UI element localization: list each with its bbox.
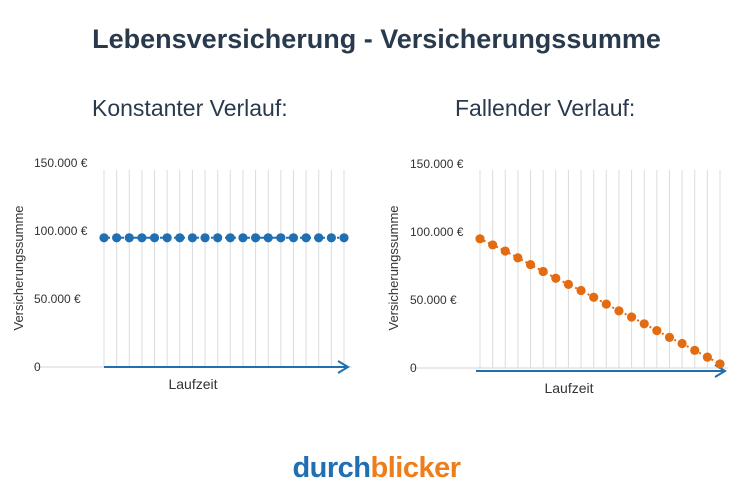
right-data-point xyxy=(639,319,649,329)
chart-title-falling: Fallender Verlauf: xyxy=(455,95,636,121)
right-data-point xyxy=(563,279,574,289)
left-data-point xyxy=(263,233,273,243)
right-data-point xyxy=(589,292,599,302)
left-data-point xyxy=(124,233,134,243)
left-xlabel: Laufzeit xyxy=(168,376,217,392)
left-data-point xyxy=(225,233,235,243)
logo-part-blicker: blicker xyxy=(370,452,462,484)
left-data-point xyxy=(326,233,336,243)
right-ytick-label: 100.000 € xyxy=(410,225,464,239)
right-xlabel: Laufzeit xyxy=(544,380,593,396)
right-data-point xyxy=(551,273,561,283)
left-data-point xyxy=(301,233,311,243)
left-data-point xyxy=(162,233,172,243)
right-data-point xyxy=(601,299,611,309)
right-ylabel: Versicherungssumme xyxy=(386,206,401,331)
right-ytick-label: 0 xyxy=(410,361,417,375)
durchblicker-logo: durchblicker xyxy=(0,452,753,485)
right-data-point xyxy=(525,260,536,270)
right-data-point xyxy=(513,253,523,263)
left-data-point xyxy=(314,233,324,243)
right-data-point xyxy=(500,246,510,256)
left-data-point xyxy=(213,233,223,243)
left-data-point xyxy=(288,233,299,243)
right-data-point xyxy=(664,332,675,342)
left-data-point xyxy=(276,233,286,243)
left-data-point xyxy=(99,233,109,243)
right-ytick-label: 150.000 € xyxy=(410,157,464,171)
right-data-point xyxy=(702,352,712,362)
left-x-axis-arrowhead xyxy=(337,360,350,374)
right-data-point xyxy=(475,234,485,244)
right-data-point xyxy=(652,326,662,336)
right-data-point xyxy=(576,285,586,296)
left-ytick-label: 100.000 € xyxy=(34,224,88,238)
right-data-point xyxy=(677,338,687,349)
left-ytick-label: 50.000 € xyxy=(34,292,81,306)
chart-title-constant: Konstanter Verlauf: xyxy=(92,95,288,121)
left-data-point xyxy=(238,233,248,243)
left-data-point xyxy=(339,233,349,243)
left-data-point xyxy=(200,233,210,243)
right-data-point xyxy=(614,306,624,316)
left-data-point xyxy=(187,233,198,243)
right-data-point xyxy=(626,312,637,322)
left-ylabel: Versicherungssumme xyxy=(11,206,26,331)
logo-part-durch: durch xyxy=(292,452,371,484)
left-data-point xyxy=(175,233,185,243)
left-ytick-label: 0 xyxy=(34,360,41,374)
right-data-point xyxy=(690,345,700,355)
left-data-point xyxy=(149,233,160,243)
left-data-point xyxy=(250,233,261,243)
left-ytick-label: 150.000 € xyxy=(34,156,88,170)
right-data-point xyxy=(715,359,725,369)
left-data-point xyxy=(137,233,147,243)
right-data-point xyxy=(488,240,498,250)
page-title: Lebensversicherung - Versicherungssumme xyxy=(92,24,661,54)
right-data-point xyxy=(538,266,548,277)
right-ytick-label: 50.000 € xyxy=(410,293,457,307)
left-data-point xyxy=(112,233,122,243)
